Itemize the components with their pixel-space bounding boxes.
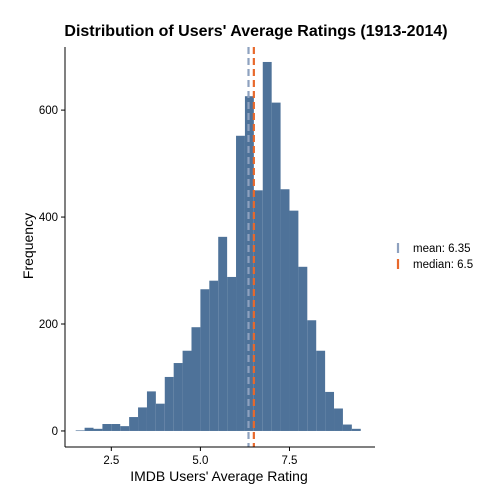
histogram-bar-20	[253, 190, 263, 431]
y-tick-label: 200	[39, 319, 58, 331]
histogram-bar-26	[307, 320, 317, 431]
histogram-bar-28	[325, 391, 335, 431]
histogram-bar-29	[334, 408, 343, 431]
histogram-bar-14	[200, 289, 210, 431]
histogram-bar-0	[75, 430, 85, 432]
histogram-bar-12	[182, 350, 192, 431]
histogram-bar-27	[316, 350, 326, 431]
x-tick-label: 5.0	[192, 455, 208, 467]
histogram-bar-4	[111, 424, 121, 431]
histogram-bar-15	[209, 280, 219, 431]
x-axis-ticks: 2.5 5.0 7.5	[103, 447, 297, 467]
histogram-bar-19	[244, 96, 254, 431]
histogram-bar-25	[298, 266, 308, 431]
histogram-bar-24	[289, 210, 299, 431]
histogram-bar-9	[155, 403, 165, 431]
x-tick-label: 2.5	[103, 455, 119, 467]
histogram-bar-2	[93, 428, 103, 431]
x-axis-label: IMDB Users' Average Rating	[130, 468, 308, 484]
x-tick-label: 7.5	[281, 455, 297, 467]
y-tick-label: 400	[39, 212, 58, 224]
histogram-bars	[75, 61, 361, 432]
histogram-bar-11	[173, 363, 183, 431]
histogram-bar-13	[191, 327, 201, 431]
legend-label-mean: mean: 6.35	[413, 243, 471, 255]
y-tick-label: 0	[52, 426, 58, 438]
y-axis-ticks: 0 200 400 600	[39, 105, 65, 438]
histogram-bar-21	[262, 61, 272, 431]
y-axis-label: Frequency	[20, 213, 36, 279]
histogram-bar-22	[271, 102, 281, 431]
histogram-bar-18	[236, 135, 245, 431]
histogram-bar-10	[164, 376, 174, 431]
histogram-bar-31	[351, 428, 361, 431]
histogram-bar-16	[218, 236, 228, 431]
histogram-bar-3	[102, 424, 112, 431]
histogram-bar-8	[146, 391, 156, 431]
histogram-bar-23	[280, 189, 290, 431]
reference-lines	[247, 47, 255, 447]
legend: mean: 6.35 median: 6.5	[396, 243, 473, 271]
histogram-bar-6	[129, 417, 139, 431]
legend-label-median: median: 6.5	[413, 259, 473, 271]
chart-title: Distribution of Users' Average Ratings (…	[64, 23, 447, 40]
histogram-bar-30	[342, 424, 352, 431]
y-tick-label: 600	[39, 105, 58, 117]
histogram-bar-17	[227, 276, 237, 431]
histogram-bar-1	[84, 427, 94, 431]
histogram-bar-7	[138, 407, 147, 431]
histogram-bar-5	[120, 426, 130, 431]
